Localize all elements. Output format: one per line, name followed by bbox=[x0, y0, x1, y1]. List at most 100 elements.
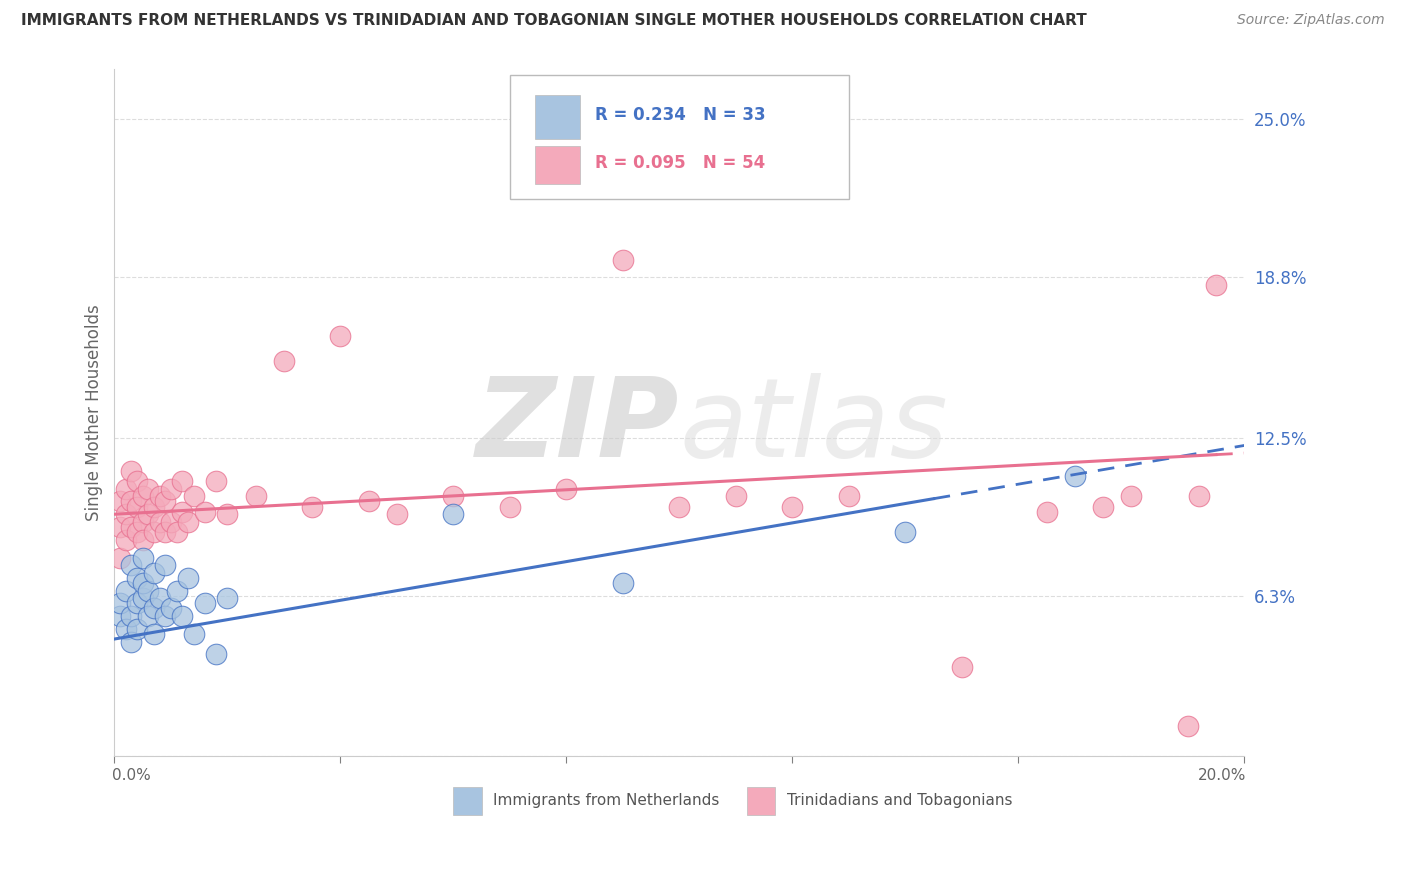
Point bbox=[125, 500, 148, 514]
Point bbox=[120, 634, 142, 648]
Point bbox=[149, 489, 172, 503]
Text: IMMIGRANTS FROM NETHERLANDS VS TRINIDADIAN AND TOBAGONIAN SINGLE MOTHER HOUSEHOL: IMMIGRANTS FROM NETHERLANDS VS TRINIDADI… bbox=[21, 13, 1087, 29]
Point bbox=[245, 489, 267, 503]
Point bbox=[385, 507, 408, 521]
Bar bbox=[453, 787, 482, 814]
Text: Immigrants from Netherlands: Immigrants from Netherlands bbox=[494, 793, 720, 808]
Point bbox=[177, 571, 200, 585]
Point bbox=[172, 609, 194, 624]
Point bbox=[160, 601, 183, 615]
Text: Source: ZipAtlas.com: Source: ZipAtlas.com bbox=[1237, 13, 1385, 28]
Point bbox=[131, 515, 153, 529]
Point bbox=[114, 507, 136, 521]
Point bbox=[1092, 500, 1115, 514]
Text: 0.0%: 0.0% bbox=[112, 768, 150, 783]
Point bbox=[499, 500, 522, 514]
Text: R = 0.095   N = 54: R = 0.095 N = 54 bbox=[595, 154, 765, 172]
Point bbox=[612, 576, 634, 591]
Text: Trinidadians and Tobagonians: Trinidadians and Tobagonians bbox=[787, 793, 1012, 808]
Point bbox=[149, 515, 172, 529]
Point bbox=[142, 601, 165, 615]
Point bbox=[1188, 489, 1211, 503]
Point bbox=[120, 558, 142, 573]
Point bbox=[894, 524, 917, 539]
Point bbox=[357, 494, 380, 508]
Point bbox=[217, 591, 239, 606]
Bar bbox=[534, 95, 579, 139]
Point bbox=[155, 494, 177, 508]
Point bbox=[142, 524, 165, 539]
Point bbox=[612, 252, 634, 267]
Point bbox=[125, 474, 148, 488]
Point bbox=[125, 524, 148, 539]
Point bbox=[194, 505, 217, 519]
Bar bbox=[747, 787, 775, 814]
Point bbox=[155, 524, 177, 539]
Point bbox=[108, 609, 131, 624]
Point bbox=[205, 474, 228, 488]
Text: 20.0%: 20.0% bbox=[1198, 768, 1247, 783]
Point bbox=[142, 627, 165, 641]
Point bbox=[120, 520, 142, 534]
Point bbox=[108, 494, 131, 508]
Point bbox=[838, 489, 860, 503]
Point bbox=[131, 591, 153, 606]
Point bbox=[136, 507, 159, 521]
Point bbox=[1063, 469, 1085, 483]
Point bbox=[120, 494, 142, 508]
Point bbox=[194, 596, 217, 610]
Point bbox=[668, 500, 690, 514]
Point bbox=[155, 609, 177, 624]
Point bbox=[172, 505, 194, 519]
FancyBboxPatch shape bbox=[510, 76, 849, 199]
Point bbox=[131, 576, 153, 591]
Point bbox=[125, 571, 148, 585]
Point bbox=[131, 533, 153, 547]
Point bbox=[183, 627, 205, 641]
Point bbox=[136, 482, 159, 496]
Point bbox=[1121, 489, 1143, 503]
Point bbox=[136, 583, 159, 598]
Point bbox=[1035, 505, 1057, 519]
Point bbox=[329, 329, 352, 343]
Point bbox=[108, 550, 131, 565]
Point bbox=[114, 583, 136, 598]
Point bbox=[125, 596, 148, 610]
Point bbox=[142, 500, 165, 514]
Point bbox=[555, 482, 578, 496]
Point bbox=[108, 596, 131, 610]
Point bbox=[441, 489, 464, 503]
Point bbox=[441, 507, 464, 521]
Point bbox=[166, 524, 188, 539]
Point bbox=[136, 609, 159, 624]
Point bbox=[114, 622, 136, 636]
Text: R = 0.234   N = 33: R = 0.234 N = 33 bbox=[595, 106, 765, 124]
Point bbox=[950, 660, 973, 674]
Point bbox=[724, 489, 747, 503]
Point bbox=[125, 622, 148, 636]
Point bbox=[114, 533, 136, 547]
Point bbox=[155, 558, 177, 573]
Point bbox=[114, 482, 136, 496]
Point bbox=[120, 464, 142, 478]
Point bbox=[205, 648, 228, 662]
Point bbox=[177, 515, 200, 529]
Point bbox=[160, 482, 183, 496]
Point bbox=[166, 583, 188, 598]
Text: ZIP: ZIP bbox=[475, 373, 679, 480]
Point bbox=[131, 489, 153, 503]
Point bbox=[172, 474, 194, 488]
Point bbox=[131, 550, 153, 565]
Point bbox=[142, 566, 165, 580]
Point bbox=[108, 520, 131, 534]
Point bbox=[273, 354, 295, 368]
Y-axis label: Single Mother Households: Single Mother Households bbox=[86, 304, 103, 521]
Point bbox=[782, 500, 804, 514]
Point bbox=[183, 489, 205, 503]
Point bbox=[120, 609, 142, 624]
Point bbox=[217, 507, 239, 521]
Text: atlas: atlas bbox=[679, 373, 948, 480]
Point bbox=[301, 500, 323, 514]
Bar bbox=[534, 146, 579, 184]
Point bbox=[160, 515, 183, 529]
